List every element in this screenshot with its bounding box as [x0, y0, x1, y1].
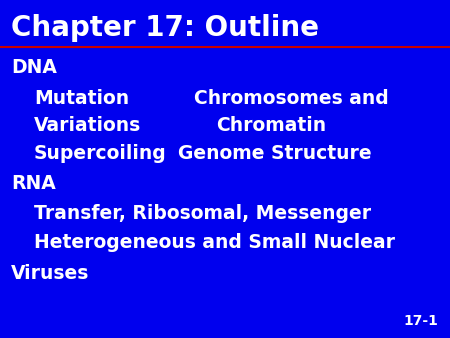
- Text: Transfer, Ribosomal, Messenger: Transfer, Ribosomal, Messenger: [34, 204, 371, 223]
- Text: RNA: RNA: [11, 174, 56, 193]
- Text: Mutation: Mutation: [34, 89, 129, 107]
- Text: Heterogeneous and Small Nuclear: Heterogeneous and Small Nuclear: [34, 233, 395, 252]
- Text: Genome Structure: Genome Structure: [178, 144, 371, 163]
- Text: Supercoiling: Supercoiling: [34, 144, 166, 163]
- Text: Chapter 17: Outline: Chapter 17: Outline: [11, 14, 319, 42]
- Text: 17-1: 17-1: [404, 314, 439, 328]
- Text: Chromatin: Chromatin: [216, 116, 326, 135]
- Text: Chromosomes and: Chromosomes and: [194, 89, 388, 107]
- Text: Viruses: Viruses: [11, 264, 90, 283]
- Text: DNA: DNA: [11, 58, 57, 77]
- Text: Variations: Variations: [34, 116, 141, 135]
